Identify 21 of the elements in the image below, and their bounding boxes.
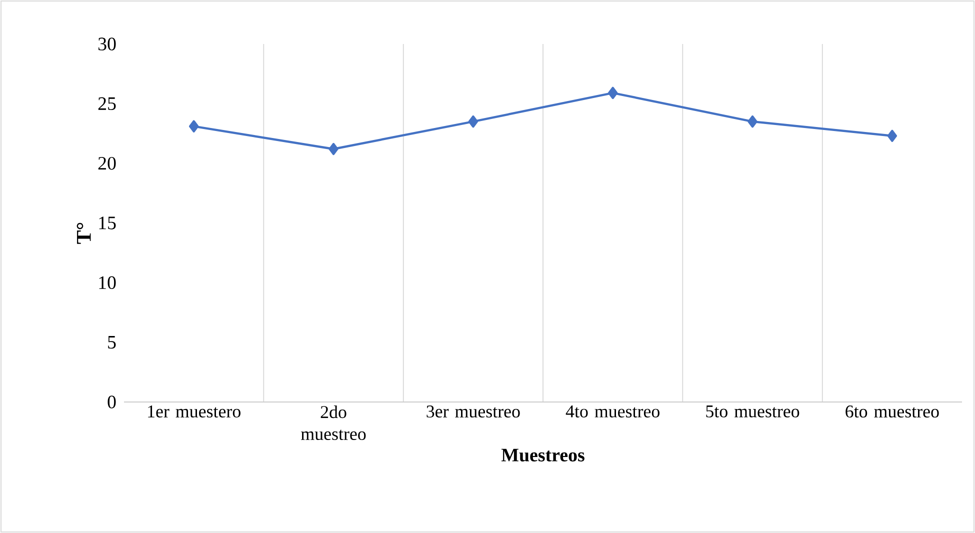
y-tick-label: 25 (98, 97, 116, 110)
point (189, 120, 199, 132)
x-tick-label: 5to muestreo (706, 405, 800, 418)
x-axis-title: Muestreos (501, 448, 584, 462)
point (887, 130, 898, 142)
y-axis-title: T° (76, 222, 91, 244)
point (468, 115, 478, 128)
x-tick-label: 2do muestreo (301, 405, 366, 440)
y-tick-label: 15 (99, 216, 116, 230)
x-tick-label: 1er muestero (148, 406, 240, 418)
point (328, 142, 338, 156)
point (748, 115, 758, 128)
y-tick-label: 10 (99, 276, 116, 290)
y-tick-label: 30 (98, 38, 116, 50)
x-tick-label: 4to muestreo (566, 405, 660, 418)
y-tick-label: 5 (108, 336, 116, 349)
x-tick-label: 3er muestreo (426, 406, 520, 418)
x-tick-label: 6to muestreo (846, 406, 939, 418)
y-tick-label: 20 (98, 156, 116, 170)
point (608, 86, 618, 100)
y-tick-label: 0 (108, 396, 116, 408)
